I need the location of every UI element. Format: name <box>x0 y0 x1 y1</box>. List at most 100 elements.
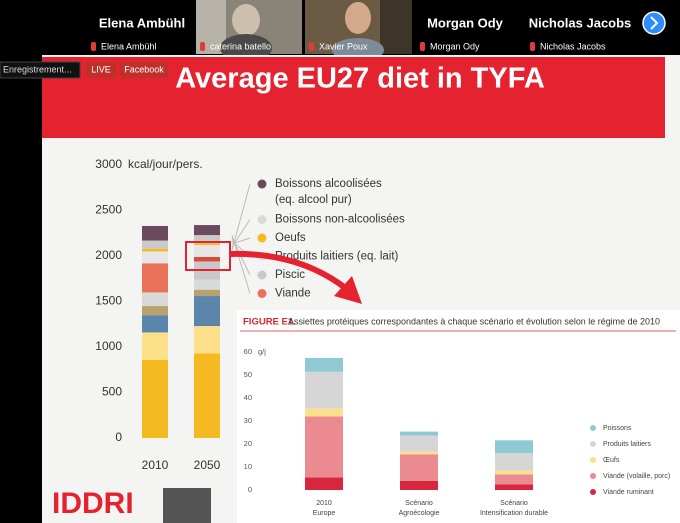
figure-title: Assiettes protéiques correspondantes à c… <box>288 317 660 328</box>
legend-connector <box>231 219 251 248</box>
bar-segment <box>495 452 533 471</box>
participant-name: Nicholas Jacobs <box>529 15 632 30</box>
legend-label: Produits laitiers (eq. lait) <box>275 251 399 263</box>
bar-segment <box>400 431 438 436</box>
arrow-head <box>334 276 362 304</box>
legend-dot <box>257 233 267 243</box>
legend-dot <box>590 457 596 463</box>
bar-segment <box>495 484 533 490</box>
bar-segment <box>400 435 438 452</box>
y-tick-label: 500 <box>102 385 122 399</box>
y-tick-label: 40 <box>244 393 252 402</box>
participant-name: Morgan Ody <box>427 15 504 30</box>
bar-segment <box>142 315 168 333</box>
bar-segment <box>495 474 533 485</box>
bar-segment <box>400 454 438 481</box>
y-tick-label: 50 <box>244 370 252 379</box>
legend-label: Produits laitiers <box>603 441 651 448</box>
bar-segment <box>194 279 220 290</box>
legend-dot <box>257 270 267 280</box>
y-tick-label: 0 <box>248 485 252 494</box>
legend-label: Viande (volaille, porc) <box>603 473 670 480</box>
y-tick-label: 1000 <box>95 339 122 353</box>
bar-segment <box>305 408 343 417</box>
bar-segment <box>305 371 343 409</box>
y-tick-label: 2500 <box>95 203 122 217</box>
next-page-button[interactable] <box>642 11 666 35</box>
bar-segment <box>194 353 220 438</box>
y-tick-label: 2000 <box>95 248 122 262</box>
bar-segment <box>400 480 438 490</box>
y-tick-label: 1500 <box>95 294 122 308</box>
y-tick-label: 0 <box>115 430 122 444</box>
legend-label: Oeufs <box>275 232 306 244</box>
bar-segment <box>495 470 533 475</box>
bar-segment <box>194 256 220 262</box>
bar-segment <box>142 263 168 293</box>
badge-text: LIVE <box>91 64 111 74</box>
legend-label: Boissons alcoolisées <box>275 178 382 190</box>
x-tick-label: Intensification durable <box>480 510 548 517</box>
axis-unit: kcal/jour/pers. <box>128 157 203 171</box>
recording-badge <box>0 61 81 79</box>
logo: IDDRI <box>52 487 134 520</box>
bar-segment <box>142 240 168 249</box>
bar-segment <box>305 357 343 372</box>
x-tick-label: Scénario <box>405 500 433 507</box>
legend-label: Poissons <box>603 425 632 432</box>
participant-label: Morgan Ody <box>430 41 480 51</box>
legend-dot <box>590 441 596 447</box>
bar-segment <box>142 248 168 252</box>
legend-dot <box>590 489 596 495</box>
y-tick-label: 60 <box>244 347 252 356</box>
x-tick-label: Agroécologie <box>399 510 440 517</box>
bar-segment <box>495 440 533 453</box>
y-tick-label: 30 <box>244 416 252 425</box>
legend-dot <box>257 215 267 224</box>
bar-segment <box>194 245 220 257</box>
bar-segment <box>142 292 168 307</box>
bar-segment <box>305 416 343 478</box>
x-tick-label: Scénario <box>500 500 528 507</box>
figure-prefix: FIGURE E1. <box>243 317 296 328</box>
live-badge <box>86 62 116 78</box>
legend-label: Viande <box>275 288 311 300</box>
legend-label: Piscic <box>275 269 305 281</box>
participant-label: Nicholas Jacobs <box>540 41 606 51</box>
x-tick-label: Europe <box>313 510 336 517</box>
x-tick-label: 2050 <box>194 458 221 472</box>
legend-label: Œufs <box>603 457 620 464</box>
y-tick-label: 10 <box>244 462 252 471</box>
highlight-box <box>185 241 231 271</box>
legend-dot <box>257 289 267 298</box>
legend-label: Boissons non-alcoolisées <box>275 214 405 226</box>
bar-segment <box>142 359 168 438</box>
participant-label: caterina batello <box>210 41 271 51</box>
video-caterina <box>196 0 302 62</box>
bar-segment <box>142 251 168 264</box>
y-tick-label: 3000 <box>95 157 122 171</box>
participant-label: Xavier Poux <box>319 41 368 51</box>
badge-text: Facebook <box>124 64 164 74</box>
axis-unit: g/j <box>258 347 266 356</box>
bar-segment <box>194 289 220 297</box>
bar-segment <box>194 225 220 236</box>
legend-label: (eq. alcool pur) <box>275 194 352 206</box>
bar-segment <box>194 326 220 354</box>
slide-title: Average EU27 diet in TYFA <box>175 63 545 95</box>
y-tick-label: 20 <box>244 439 252 448</box>
bar-segment <box>305 477 343 490</box>
video-xavier <box>305 0 412 62</box>
x-tick-label: 2010 <box>142 458 169 472</box>
legend-dot <box>590 473 596 479</box>
legend-dot <box>257 179 267 189</box>
arrow <box>229 250 350 293</box>
legend-dot <box>590 425 596 431</box>
facebook-badge <box>120 62 168 78</box>
legend-connector <box>231 234 251 294</box>
participant-label: Elena Ambühl <box>101 41 157 51</box>
bar-segment <box>142 306 168 316</box>
figure-panel: FIGURE E1.Assiettes protéiques correspon… <box>237 310 680 523</box>
participant-name: Elena Ambühl <box>99 15 185 30</box>
